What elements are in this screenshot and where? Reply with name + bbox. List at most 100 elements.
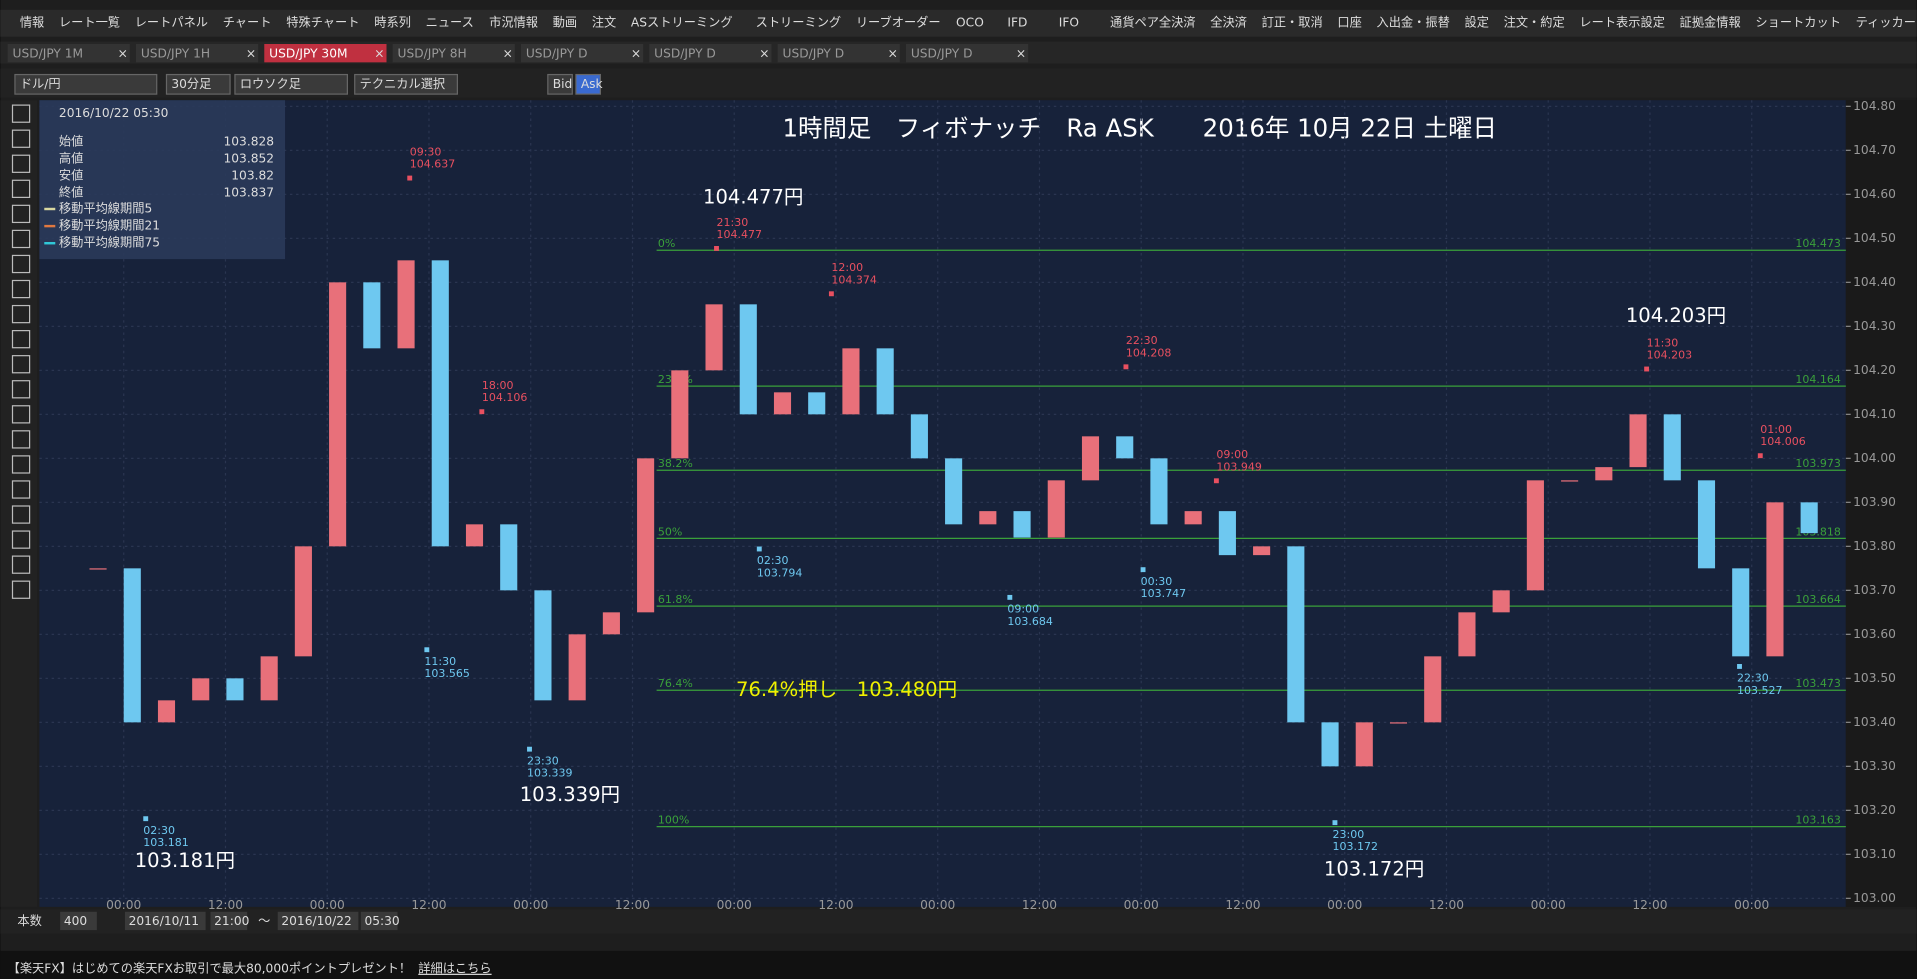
toolbar-label[interactable]: Ask <box>581 77 604 91</box>
low-time: 11:30 <box>424 655 456 668</box>
tab[interactable] <box>520 44 644 63</box>
tool-icon[interactable] <box>11 555 31 574</box>
tab-label[interactable]: USD/JPY D <box>526 46 588 60</box>
tool-icon[interactable] <box>11 179 31 198</box>
tool-icon[interactable] <box>11 104 31 123</box>
candle <box>294 546 312 657</box>
menu-item[interactable]: 証拠金情報 <box>1680 15 1741 30</box>
input-box[interactable] <box>124 911 206 931</box>
tool-icon[interactable] <box>11 430 31 449</box>
tool-icon[interactable] <box>11 304 31 324</box>
tool-icon[interactable] <box>11 355 31 374</box>
menu-item[interactable]: 動画 <box>553 16 577 30</box>
bottom-field[interactable]: 2016/10/11 <box>129 914 199 928</box>
tab-label[interactable]: USD/JPY 8H <box>398 46 467 60</box>
menu-item[interactable]: IFO <box>1059 16 1079 30</box>
tab[interactable] <box>905 44 1029 63</box>
footer-link[interactable]: 詳細はこちら <box>418 961 491 976</box>
menu-item[interactable]: ショートカット <box>1755 16 1841 30</box>
menu-item[interactable]: 全決済 <box>1210 15 1247 30</box>
toolbar-label[interactable]: 30分足 <box>171 77 211 91</box>
input-box[interactable] <box>360 911 398 931</box>
tool-icon[interactable] <box>11 129 31 148</box>
tab[interactable] <box>777 44 900 63</box>
menu-item[interactable]: レート表示設定 <box>1579 15 1665 30</box>
tab-label[interactable]: USD/JPY 1H <box>141 46 210 60</box>
toolbar-control[interactable] <box>575 73 602 95</box>
tool-icon[interactable] <box>11 229 31 249</box>
menu-item[interactable]: リーブオーダー <box>856 15 941 30</box>
menu-item[interactable]: 入出金・振替 <box>1377 15 1450 30</box>
tool-icon[interactable] <box>11 405 31 424</box>
x-tick-label: 00:00 <box>717 898 752 912</box>
toolbar-label[interactable]: Bid <box>553 77 573 91</box>
tool-icon[interactable] <box>11 154 31 173</box>
candle <box>465 524 484 547</box>
toolbar-label[interactable]: ロウソク足 <box>240 77 301 91</box>
toolbar-control[interactable] <box>165 73 231 95</box>
tool-icon[interactable] <box>11 380 31 399</box>
tab[interactable] <box>135 44 259 63</box>
toolbar-control[interactable] <box>547 73 573 95</box>
menu-item[interactable]: レートパネル <box>135 16 208 30</box>
toolbar-label[interactable]: ドル/円 <box>20 77 61 91</box>
menu-item[interactable]: 口座 <box>1337 15 1361 30</box>
menu-item[interactable]: ティッカー <box>1856 16 1916 30</box>
low-value: 103.565 <box>424 667 470 680</box>
tab[interactable] <box>649 44 772 63</box>
x-tick-label: 00:00 <box>1124 898 1159 912</box>
price-callout: 103.181円 <box>135 849 235 872</box>
tab[interactable] <box>264 44 387 63</box>
tool-icon[interactable] <box>11 530 31 549</box>
tab-close: × <box>631 46 641 60</box>
toolbar-control[interactable] <box>234 73 349 95</box>
candle <box>123 568 141 723</box>
menu-item[interactable]: 注文 <box>592 15 616 30</box>
menu-item[interactable]: 特殊チャート <box>286 15 359 30</box>
tab[interactable] <box>392 44 515 63</box>
toolbar-label[interactable]: テクニカル選択 <box>360 77 446 91</box>
tool-icon[interactable] <box>11 279 31 299</box>
tab-label[interactable]: USD/JPY 30M <box>269 46 347 60</box>
bottom-field[interactable]: 21:00 <box>214 914 249 928</box>
menu-item[interactable]: 時系列 <box>374 16 411 30</box>
menu-item[interactable]: ASストリーミング <box>631 16 733 30</box>
high-time: 11:30 <box>1647 336 1679 349</box>
tool-icon[interactable] <box>11 254 31 274</box>
toolbar-control[interactable] <box>354 73 459 95</box>
tab[interactable] <box>7 44 130 63</box>
menu-item[interactable]: IFD <box>1007 16 1027 30</box>
menu-item[interactable]: 設定 <box>1465 15 1489 30</box>
tab-label[interactable]: USD/JPY 1M <box>13 46 84 60</box>
input-box[interactable] <box>60 911 97 931</box>
tool-icon[interactable] <box>11 204 31 224</box>
menu-item[interactable]: ストリーミング <box>756 16 842 30</box>
menu-item[interactable]: OCO <box>956 16 984 30</box>
menu-item[interactable]: 訂正・取消 <box>1262 15 1323 30</box>
menu-item[interactable]: レート一覧 <box>59 15 120 30</box>
tool-icon[interactable] <box>11 480 31 499</box>
input-box[interactable] <box>210 911 248 931</box>
candle <box>1526 480 1544 591</box>
candle <box>568 634 586 701</box>
bottom-field[interactable]: 05:30 <box>365 914 400 928</box>
menu-item[interactable]: 情報 <box>20 16 44 30</box>
bottom-field[interactable]: 400 <box>64 914 87 928</box>
input-box[interactable] <box>277 911 359 931</box>
tool-icon[interactable] <box>11 330 31 349</box>
bottom-field[interactable]: 2016/10/22 <box>281 914 351 928</box>
tab-label[interactable]: USD/JPY D <box>654 46 716 60</box>
menu-item[interactable]: ニュース <box>426 16 474 30</box>
menu-item[interactable]: チャート <box>223 16 272 30</box>
candle <box>705 304 723 371</box>
tab-label[interactable]: USD/JPY D <box>911 46 973 60</box>
toolbar-control[interactable] <box>14 73 158 95</box>
tool-icon[interactable] <box>11 505 31 524</box>
menu-item[interactable]: 通貨ペア全決済 <box>1110 15 1196 30</box>
tool-icon[interactable] <box>11 455 31 474</box>
menu-item[interactable]: 注文・約定 <box>1504 15 1565 30</box>
menu-item[interactable]: 市況情報 <box>489 15 538 30</box>
tab-label[interactable]: USD/JPY D <box>783 46 845 60</box>
tool-icon[interactable] <box>11 580 31 599</box>
